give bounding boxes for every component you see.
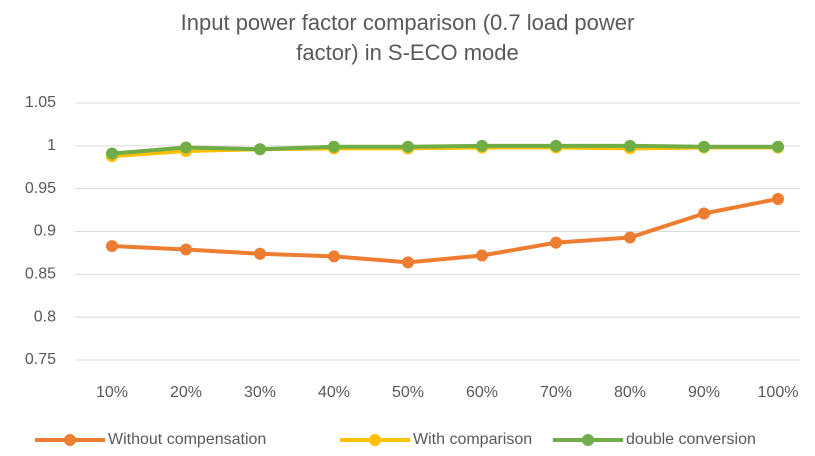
data-point (402, 140, 414, 153)
legend-marker (369, 434, 381, 446)
y-tick-label: 0.95 (25, 180, 56, 197)
x-tick-label: 60% (466, 384, 498, 401)
data-point (106, 240, 118, 253)
x-tick-label: 20% (170, 384, 202, 401)
legend-marker (64, 434, 76, 446)
y-tick-label: 0.75 (25, 351, 56, 368)
data-point (254, 247, 266, 260)
data-point (550, 236, 562, 249)
data-point (476, 139, 488, 152)
data-point (624, 231, 636, 244)
x-tick-label: 70% (540, 384, 572, 401)
data-point (254, 143, 266, 156)
data-point (106, 147, 118, 160)
data-point (772, 192, 784, 205)
title-box: Input power factor comparison (0.7 load … (0, 8, 815, 68)
data-point (402, 256, 414, 269)
x-tick-label: 30% (244, 384, 276, 401)
y-tick-label: 1 (47, 137, 56, 154)
legend-label: Without compensation (108, 431, 266, 448)
data-point (772, 140, 784, 153)
data-point (698, 140, 710, 153)
legend-label: double conversion (626, 431, 756, 448)
y-tick-label: 0.8 (34, 308, 56, 325)
data-point (180, 243, 192, 256)
data-point (476, 249, 488, 262)
x-tick-label: 90% (688, 384, 720, 401)
y-tick-label: 0.9 (34, 223, 56, 240)
data-point (698, 207, 710, 220)
legend-marker (582, 434, 594, 446)
data-point (328, 140, 340, 153)
x-tick-label: 40% (318, 384, 350, 401)
series-line (111, 196, 779, 265)
x-tick-label: 100% (758, 384, 799, 401)
data-point (550, 139, 562, 152)
chart-title: Input power factor comparison (0.7 load … (180, 10, 635, 65)
x-tick-label: 10% (96, 384, 128, 401)
x-tick-label: 50% (392, 384, 424, 401)
data-point (180, 141, 192, 154)
series-line (111, 143, 778, 156)
y-tick-label: 1.05 (25, 94, 56, 111)
data-point (624, 139, 636, 152)
x-tick-label: 80% (614, 384, 646, 401)
y-tick-label: 0.85 (25, 266, 56, 283)
data-point (328, 250, 340, 263)
legend-label: With comparison (413, 431, 532, 448)
